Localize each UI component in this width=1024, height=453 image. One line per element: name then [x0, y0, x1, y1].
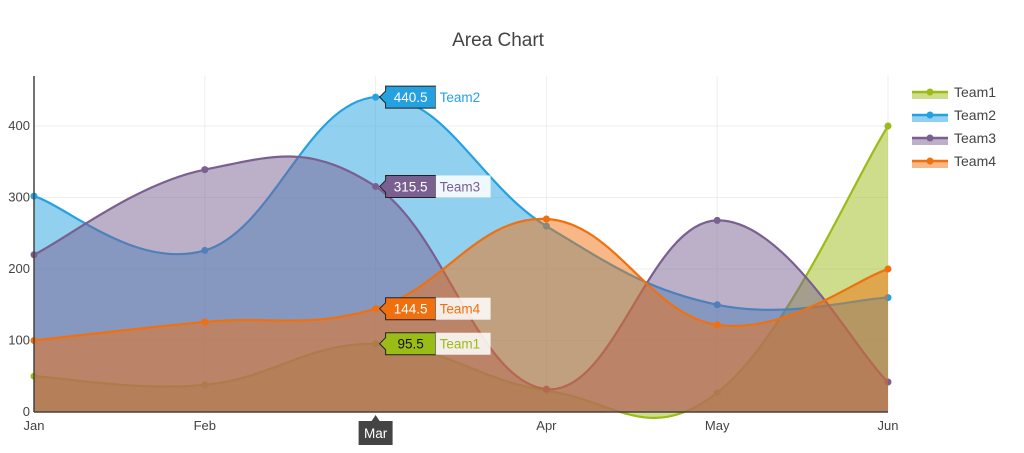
- hover-name-box: [435, 175, 491, 198]
- data-point[interactable]: [372, 305, 380, 313]
- legend-label: Team2: [954, 107, 996, 123]
- hover-name-text: Team2: [440, 90, 481, 105]
- hover-name-box: [435, 86, 491, 109]
- x-tick-label: Apr: [536, 418, 557, 433]
- legend[interactable]: Team1 Team2 Team3 Team4: [912, 84, 996, 169]
- hover-x-text: Mar: [364, 426, 388, 441]
- legend-marker: [926, 134, 934, 142]
- hover-x-label: Mar: [358, 415, 393, 445]
- legend-item-team1[interactable]: Team1: [912, 84, 996, 100]
- x-tick-label: Jun: [878, 418, 899, 433]
- hover-name-box: [435, 297, 491, 320]
- hover-name-box: [435, 332, 491, 355]
- series-line: [33, 217, 889, 342]
- hover-value-text: 144.5: [394, 302, 428, 317]
- data-point[interactable]: [884, 122, 892, 130]
- legend-item-team4[interactable]: Team4: [912, 153, 996, 169]
- data-point[interactable]: [372, 93, 380, 101]
- hover-name-text: Team3: [440, 179, 481, 194]
- hover-x-box: [358, 415, 393, 445]
- x-tick-label: Jan: [24, 418, 45, 433]
- y-tick-label: 100: [8, 333, 30, 348]
- hover-label-team4: 144.5 Team4: [378, 297, 491, 321]
- hover-tooltips: Mar 440.5 Team2 315.5 Team3 144.5 Team4 95.5 Tea…: [358, 85, 491, 445]
- hover-label-team3: 315.5 Team3: [378, 174, 491, 198]
- legend-label: Team4: [954, 153, 996, 169]
- data-point[interactable]: [884, 265, 892, 273]
- x-tick-label: Feb: [194, 418, 216, 433]
- data-point[interactable]: [201, 318, 209, 326]
- data-point[interactable]: [713, 321, 721, 329]
- hover-value-text: 440.5: [394, 90, 428, 105]
- chart-title: Area Chart: [452, 30, 545, 51]
- x-tick-label: May: [705, 418, 730, 433]
- y-tick-label: 400: [8, 118, 30, 133]
- y-tick-label: 0: [23, 404, 30, 419]
- data-point[interactable]: [372, 182, 380, 190]
- legend-label: Team3: [954, 130, 996, 146]
- legend-item-team2[interactable]: Team2: [912, 107, 996, 123]
- hover-name-text: Team4: [440, 302, 481, 317]
- hover-value-text: 95.5: [397, 337, 423, 352]
- hover-name-text: Team1: [440, 337, 481, 352]
- data-point[interactable]: [542, 215, 550, 223]
- y-tick-label: 300: [8, 190, 30, 205]
- data-point[interactable]: [713, 216, 721, 224]
- hover-label-team1: 95.5 Team1: [378, 332, 491, 356]
- legend-item-team3[interactable]: Team3: [912, 130, 996, 146]
- legend-marker: [926, 88, 934, 96]
- y-tick-label: 200: [8, 261, 30, 276]
- legend-marker: [926, 111, 934, 119]
- legend-marker: [926, 157, 934, 165]
- hover-value-text: 315.5: [394, 179, 428, 194]
- hover-label-team2: 440.5 Team2: [378, 85, 491, 109]
- legend-label: Team1: [954, 84, 996, 100]
- data-point[interactable]: [201, 166, 209, 174]
- plot-area: [30, 93, 892, 419]
